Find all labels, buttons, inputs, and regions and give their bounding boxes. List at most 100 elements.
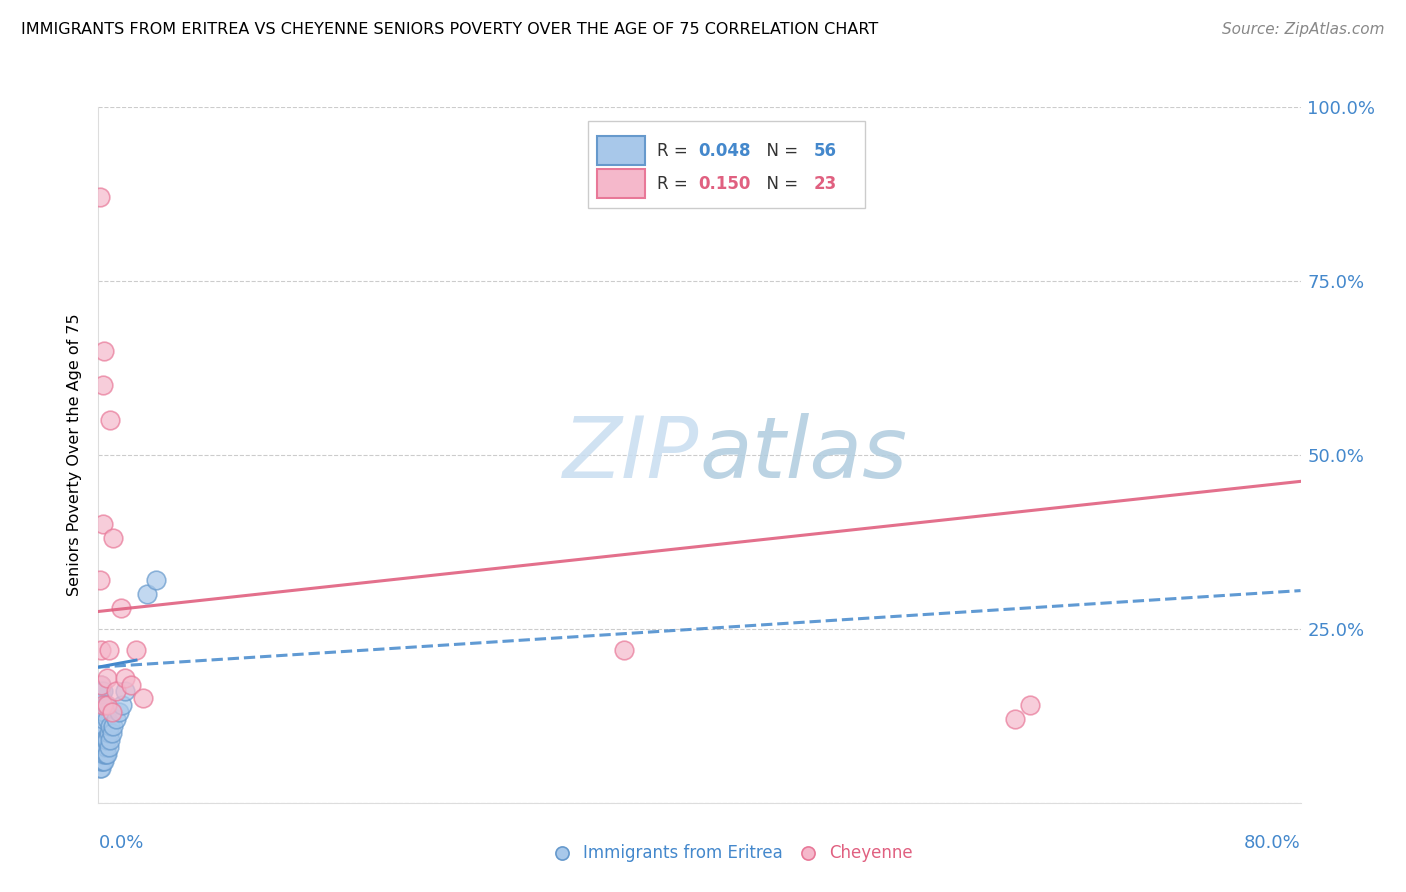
Point bbox=[100, 413, 122, 427]
Point bbox=[91, 712, 114, 726]
Point bbox=[125, 642, 148, 657]
Text: Immigrants from Eritrea: Immigrants from Eritrea bbox=[583, 844, 783, 862]
Text: 56: 56 bbox=[814, 142, 837, 160]
Point bbox=[89, 733, 111, 747]
Text: 0.150: 0.150 bbox=[699, 175, 751, 193]
Point bbox=[90, 733, 112, 747]
Point bbox=[96, 698, 118, 713]
Point bbox=[96, 733, 118, 747]
Point bbox=[89, 761, 111, 775]
Point bbox=[89, 754, 111, 768]
Text: IMMIGRANTS FROM ERITREA VS CHEYENNE SENIORS POVERTY OVER THE AGE OF 75 CORRELATI: IMMIGRANTS FROM ERITREA VS CHEYENNE SENI… bbox=[21, 22, 879, 37]
Text: 23: 23 bbox=[814, 175, 837, 193]
Point bbox=[89, 698, 111, 713]
Point bbox=[89, 573, 111, 587]
Point bbox=[90, 691, 112, 706]
Point bbox=[97, 740, 120, 755]
FancyBboxPatch shape bbox=[598, 136, 645, 166]
Text: N =: N = bbox=[756, 175, 803, 193]
Point bbox=[91, 378, 114, 392]
Point bbox=[90, 712, 112, 726]
Point bbox=[100, 733, 122, 747]
Point bbox=[89, 190, 111, 204]
Point bbox=[93, 733, 115, 747]
Point bbox=[90, 740, 112, 755]
Y-axis label: Seniors Poverty Over the Age of 75: Seniors Poverty Over the Age of 75 bbox=[67, 314, 83, 596]
Point bbox=[551, 846, 574, 860]
Point bbox=[93, 747, 115, 761]
Point bbox=[1019, 698, 1042, 713]
Text: R =: R = bbox=[658, 142, 693, 160]
Text: R =: R = bbox=[658, 175, 693, 193]
Point bbox=[145, 573, 167, 587]
Point bbox=[89, 712, 111, 726]
Point bbox=[90, 747, 112, 761]
Point bbox=[97, 726, 120, 740]
Point bbox=[103, 532, 125, 546]
Point bbox=[613, 642, 636, 657]
Point bbox=[91, 698, 114, 713]
Point bbox=[93, 706, 115, 720]
Point bbox=[90, 698, 112, 713]
Point bbox=[96, 671, 118, 685]
Text: ZIP: ZIP bbox=[564, 413, 700, 497]
Point bbox=[1004, 712, 1026, 726]
Point bbox=[91, 719, 114, 733]
Point bbox=[103, 719, 125, 733]
Point bbox=[108, 706, 131, 720]
Point bbox=[89, 747, 111, 761]
Point bbox=[90, 684, 112, 698]
Point bbox=[91, 754, 114, 768]
FancyBboxPatch shape bbox=[598, 169, 645, 198]
Point bbox=[94, 740, 117, 755]
Point bbox=[91, 740, 114, 755]
Point bbox=[91, 747, 114, 761]
Point bbox=[90, 719, 112, 733]
Point bbox=[105, 684, 128, 698]
Point bbox=[90, 761, 112, 775]
Point bbox=[91, 733, 114, 747]
Point bbox=[94, 747, 117, 761]
Point bbox=[90, 754, 112, 768]
Point bbox=[89, 719, 111, 733]
Point bbox=[101, 726, 124, 740]
Point bbox=[96, 747, 118, 761]
Point bbox=[91, 517, 114, 532]
Point bbox=[90, 726, 112, 740]
Text: 80.0%: 80.0% bbox=[1244, 834, 1301, 852]
Text: N =: N = bbox=[756, 142, 803, 160]
Point bbox=[90, 642, 112, 657]
Point bbox=[90, 677, 112, 691]
Point bbox=[111, 698, 134, 713]
Point bbox=[94, 733, 117, 747]
Point bbox=[90, 706, 112, 720]
Point bbox=[94, 698, 117, 713]
Point bbox=[89, 706, 111, 720]
Point bbox=[89, 691, 111, 706]
FancyBboxPatch shape bbox=[588, 121, 865, 208]
Point bbox=[97, 642, 120, 657]
Point bbox=[105, 712, 128, 726]
Text: 0.048: 0.048 bbox=[699, 142, 751, 160]
Point bbox=[135, 587, 157, 601]
Text: 0.0%: 0.0% bbox=[98, 834, 143, 852]
Point bbox=[132, 691, 155, 706]
Point bbox=[100, 719, 122, 733]
Point bbox=[93, 343, 115, 358]
Point bbox=[797, 846, 820, 860]
Point bbox=[93, 740, 115, 755]
Point bbox=[110, 601, 132, 615]
Point bbox=[121, 677, 143, 691]
Point bbox=[114, 684, 136, 698]
Point bbox=[114, 671, 136, 685]
Point bbox=[89, 740, 111, 755]
Point bbox=[91, 684, 114, 698]
Text: atlas: atlas bbox=[700, 413, 907, 497]
Point bbox=[89, 726, 111, 740]
Point bbox=[93, 754, 115, 768]
Point bbox=[90, 677, 112, 691]
Text: Cheyenne: Cheyenne bbox=[830, 844, 912, 862]
Point bbox=[96, 712, 118, 726]
Point bbox=[91, 726, 114, 740]
Text: Source: ZipAtlas.com: Source: ZipAtlas.com bbox=[1222, 22, 1385, 37]
